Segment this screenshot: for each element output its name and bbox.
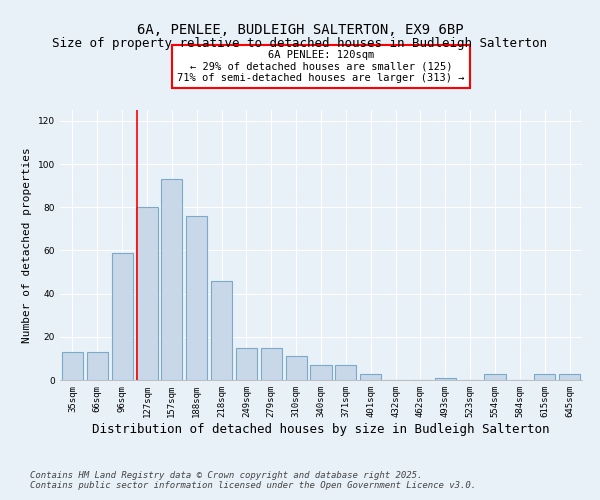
Bar bbox=[87, 352, 108, 380]
Text: 6A, PENLEE, BUDLEIGH SALTERTON, EX9 6BP: 6A, PENLEE, BUDLEIGH SALTERTON, EX9 6BP bbox=[137, 22, 463, 36]
Bar bbox=[484, 374, 506, 380]
Bar bbox=[310, 365, 332, 380]
Bar bbox=[211, 280, 232, 380]
Bar bbox=[186, 216, 207, 380]
Bar bbox=[236, 348, 257, 380]
Bar bbox=[286, 356, 307, 380]
Bar bbox=[534, 374, 555, 380]
Text: Contains HM Land Registry data © Crown copyright and database right 2025.
Contai: Contains HM Land Registry data © Crown c… bbox=[30, 470, 476, 490]
Bar bbox=[335, 365, 356, 380]
Text: 6A PENLEE: 120sqm
← 29% of detached houses are smaller (125)
71% of semi-detache: 6A PENLEE: 120sqm ← 29% of detached hous… bbox=[177, 50, 465, 83]
Y-axis label: Number of detached properties: Number of detached properties bbox=[22, 147, 32, 343]
Bar bbox=[136, 207, 158, 380]
Bar bbox=[360, 374, 381, 380]
Text: Size of property relative to detached houses in Budleigh Salterton: Size of property relative to detached ho… bbox=[53, 38, 548, 51]
Bar bbox=[435, 378, 456, 380]
Bar bbox=[261, 348, 282, 380]
Bar bbox=[112, 252, 133, 380]
Bar bbox=[559, 374, 580, 380]
Bar bbox=[62, 352, 83, 380]
Bar bbox=[161, 179, 182, 380]
X-axis label: Distribution of detached houses by size in Budleigh Salterton: Distribution of detached houses by size … bbox=[92, 422, 550, 436]
